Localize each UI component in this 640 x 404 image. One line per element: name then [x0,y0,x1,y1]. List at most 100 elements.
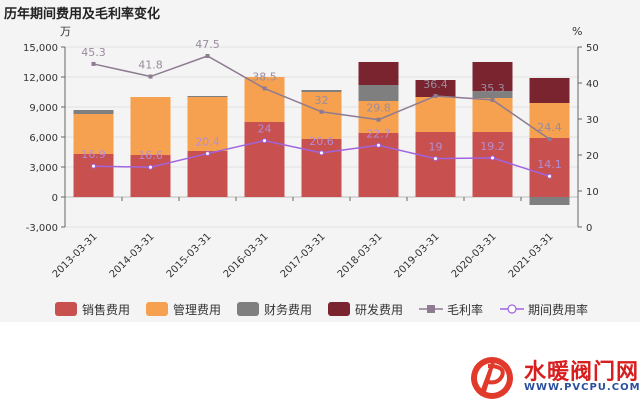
bar-segment [73,114,114,154]
legend-swatch [55,302,77,316]
bar-segment [130,97,171,155]
bar-segment [472,91,513,98]
legend-marker [427,305,435,313]
bar-segment [415,97,456,132]
bar-segment [358,133,399,197]
left-unit-label: 万 [60,25,71,38]
bar-segment [358,62,399,85]
line-point [262,138,267,144]
legend-label: 期间费用率 [528,302,588,317]
bar-segment [472,98,513,132]
x-tick-label: 2015-03-31 [165,231,214,280]
data-label: 19.2 [480,140,505,153]
bar-segment [529,138,570,197]
x-tick-label: 2013-03-31 [51,231,100,280]
bar-segment [301,92,342,139]
data-label: 38.5 [252,70,277,83]
legend-swatch [328,302,350,316]
x-tick-label: 2021-03-31 [507,231,556,280]
bar-segment [187,151,228,197]
x-tick-label: 2019-03-31 [393,231,442,280]
line-point [205,151,210,157]
x-tick-label: 2020-03-31 [450,231,499,280]
bar-segment [244,77,285,122]
left-tick-label: -3,000 [26,223,58,234]
data-label: 24 [258,123,272,136]
line-point [148,74,153,79]
left-tick-label: 12,000 [23,73,58,84]
data-label: 16.6 [138,149,163,162]
data-label: 29.8 [366,102,391,115]
line-point [547,137,552,142]
line-point [376,142,381,148]
watermark: 水暖阀门网 WWW.PVCPU.COM [462,352,640,404]
legend-label: 毛利率 [447,302,483,317]
bar-segment [301,139,342,197]
right-tick-label: 50 [586,43,599,54]
bar-segment [358,101,399,133]
legend-label: 财务费用 [264,302,312,317]
line-point [205,54,210,58]
left-tick-label: 6,000 [29,133,58,144]
data-label: 16.9 [81,148,106,161]
data-label: 32 [315,94,329,107]
line-point [91,61,96,66]
bar-segment [244,122,285,197]
left-tick-label: 15,000 [23,43,58,54]
left-tick-label: 3,000 [29,163,58,174]
right-tick-label: 10 [586,187,599,198]
bar-segment [73,154,114,197]
left-tick-label: 0 [52,193,58,204]
data-label: 19 [429,141,443,154]
watermark-url: WWW.PVCPU.COM [524,382,640,393]
data-label: 36.4 [423,78,448,91]
data-label: 45.3 [81,46,106,59]
right-tick-label: 20 [586,151,599,162]
data-label: 20.4 [195,136,220,149]
data-label: 47.5 [195,38,220,51]
bar-segment [130,155,171,197]
data-label: 35.3 [480,82,505,95]
legend-label: 管理费用 [173,302,221,317]
data-label: 22.7 [366,127,391,140]
legend-label: 研发费用 [355,302,403,317]
legend: 销售费用 管理费用 财务费用 研发费用 毛利率 期间费用率 [55,302,588,317]
data-label: 41.8 [138,59,163,72]
line-point [319,150,324,156]
bar-segment [472,132,513,197]
legend-marker [507,304,517,314]
x-tick-label: 2016-03-31 [222,231,271,280]
line-point [490,97,495,102]
watermark-text: 水暖阀门网 [524,360,640,385]
right-tick-label: 0 [586,223,592,234]
bar-segment [358,85,399,101]
bar-segment [301,90,342,92]
chart-title: 历年期间费用及毛利率变化 [4,7,161,22]
x-tick-label: 2018-03-31 [336,231,385,280]
line-point [433,93,438,98]
bar-segment [529,78,570,103]
data-label: 14.1 [537,158,562,171]
line-point [490,155,495,161]
line-point [148,164,153,170]
line-point [262,86,267,91]
bar-segment [187,96,228,97]
x-tick-label: 2017-03-31 [279,231,328,280]
line-point [376,117,381,122]
bar-segment [529,103,570,138]
bars-layer [73,62,570,205]
legend-label: 销售费用 [82,302,130,317]
line-point [433,156,438,162]
line-point [547,173,552,179]
watermark-logo-icon [471,357,513,399]
bar-segment [472,62,513,91]
right-tick-label: 40 [586,79,599,90]
legend-swatch [146,302,168,316]
bar-segment [529,197,570,205]
legend-swatch [237,302,259,316]
data-label: 24.4 [537,121,562,134]
line-point [319,109,324,114]
right-tick-label: 30 [586,115,599,126]
right-unit-label: % [572,25,582,38]
